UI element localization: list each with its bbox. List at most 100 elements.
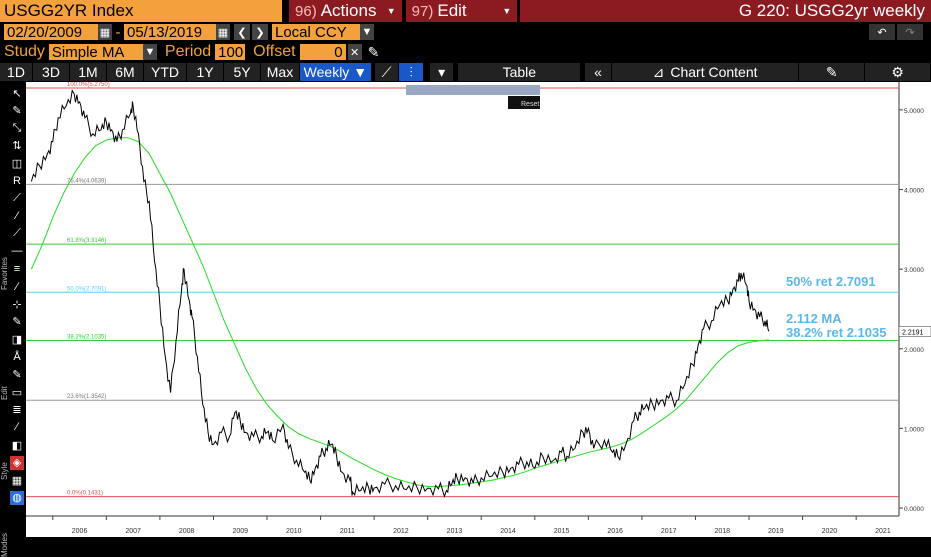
diag-icon[interactable]: ∕ [16,421,18,434]
reset-button[interactable] [508,96,540,109]
grid-icon[interactable]: ▦ [11,474,23,487]
last-value-box [898,326,931,337]
edit-menu[interactable]: 97) Edit ▼ [405,0,518,22]
annotation-382-ret: 38.2% ret 2.1035 [786,325,887,340]
y-tick-label: 1.0000 [904,426,924,433]
prev-arrow-icon[interactable]: ❮ [234,24,250,40]
x-tick-label: 2014 [500,528,516,535]
collapse-icon[interactable]: « [585,63,611,81]
frequency-text: Weekly [303,64,350,80]
ticker-field[interactable]: USGG2YR Index [0,0,283,22]
annotation-ma: 2.112 MA [786,311,842,326]
chevron-down-icon[interactable]: ▼ [142,44,157,60]
period-button-6m[interactable]: 6M [107,63,143,81]
mini-toolbar: Reset [406,85,540,109]
chart-content-label: Chart Content [670,64,758,80]
chevron-down-icon[interactable]: ▾ [429,63,454,81]
rect-icon[interactable]: ▭ [11,386,23,399]
x-tick-label: 2011 [340,528,355,535]
line-chart-icon[interactable]: ⟋ [374,63,399,81]
shade-icon[interactable]: ◧ [11,439,23,452]
box-icon[interactable]: ◫ [11,157,23,170]
chevron-down-icon[interactable]: ▼ [360,24,374,40]
actions-label: Actions [320,1,377,20]
period-label: Period [164,43,212,60]
y-axis-panel [899,82,931,537]
y-tick-label: 0.0000 [904,506,924,513]
pen-icon[interactable]: ✎ [12,105,22,118]
slash-icon[interactable]: ∕ [16,280,18,293]
currency-select[interactable]: Local CCY [272,24,360,41]
study-select[interactable]: Simple MA [48,44,143,61]
calendar-icon[interactable]: ▦ [98,24,112,40]
side-label-style: Style [0,462,9,480]
x-tick-label: 2018 [714,528,730,535]
fib-level-label: 23.6%(1.3542) [67,394,106,400]
period-button-ytd[interactable]: YTD [144,63,186,81]
period-toolbar: 1D 3D 1M 6M YTD 1Y 5Y Max Weekly ▼ ⟋ ⫶ ▾ Table … [0,62,931,82]
price-chart[interactable]: 2006 2007 2008 2009 2010 2011 2012 2013 2014 2015… [0,82,931,537]
line-icon[interactable]: ∕ [16,210,18,223]
lines-icon[interactable]: ≣ [12,404,22,417]
resize-icon[interactable]: ⤡ [12,121,22,134]
ray-icon[interactable]: ⟋ [13,227,21,240]
reset-label: Reset [521,101,539,108]
trend-icon[interactable]: ⟋ [13,192,21,205]
chart-content-button[interactable]: ⊿ Chart Content [611,63,799,81]
period-button-5y[interactable]: 5Y [224,63,260,81]
plot-background [26,82,899,516]
drawing-toolbar: ↖ ✎ ⤡ ⇅ ◫ R ⟋ ∕ ⟋ — ≡ ∕ ⊹ ✎ ◨ Å ✎ ▭ ≣ ∕ ◧ ◈ ▦ ◍ Favorites Edit Sty… [0,82,26,557]
diamond-icon[interactable]: ◈ [10,455,24,470]
cursor-icon[interactable]: ↖ [12,87,22,100]
draw-icon[interactable]: ✎ [12,316,22,329]
x-tick-label: 2016 [607,528,623,535]
frequency-select[interactable]: Weekly ▼ [300,63,371,81]
hline-icon[interactable]: — [11,245,23,258]
offset-input[interactable]: 0 [299,44,346,61]
x-axis-ticks: 2006 2007 2008 2009 2010 2011 2012 2013 2014 2015… [52,516,891,535]
table-label: Table [502,64,537,80]
channel-icon[interactable]: ≡ [13,263,21,275]
period-value: 100 [218,43,244,61]
circle-icon[interactable]: ◍ [10,490,24,505]
fib-level-label: 100.0%(5.2750) [67,82,110,88]
y-axis-ticks: 0.0000 1.0000 2.0000 3.0000 4.0000 5.0000 [899,108,924,513]
end-date-input[interactable]: 05/13/2019 [124,23,216,41]
annotate-icon[interactable]: ✎ [799,63,865,81]
period-button-1d[interactable]: 1D [0,63,32,81]
chart-content-icon: ⊿ [652,63,665,80]
period-button-3d[interactable]: 3D [33,63,69,81]
annotation-50-ret: 50% ret 2.7091 [786,274,876,289]
arrows-icon[interactable]: ⇅ [12,140,22,153]
fill-icon[interactable]: ◨ [11,333,23,346]
period-button-1y[interactable]: 1Y [187,63,223,81]
next-arrow-icon[interactable]: ❯ [252,24,268,40]
undo-icon[interactable]: ↶ [869,24,895,40]
end-date-text: 05/13/2019 [127,23,203,41]
period-button-1m[interactable]: 1M [70,63,106,81]
date-range-bar: 02/20/2009 ▦ - 05/13/2019 ▦ ❮ ❯ Local CC… [0,22,931,42]
close-icon[interactable]: ✕ [347,44,362,60]
table-button[interactable]: Table [458,63,581,81]
redo-icon[interactable]: ↷ [897,24,923,40]
x-tick-label: 2010 [286,528,302,535]
pencil-icon[interactable]: ✎ [367,43,380,60]
ticker-text: USGG2YR Index [4,1,134,20]
period-input[interactable]: 100 [215,43,246,61]
study-bar: Study Simple MA ▼ Period 100 Offset 0 ✕ … [0,42,931,62]
calendar-icon[interactable]: ▦ [216,24,230,40]
x-tick-label: 2009 [232,528,248,535]
actions-num: 96) [295,2,317,20]
start-date-input[interactable]: 02/20/2009 [4,24,98,41]
period-button-max[interactable]: Max [261,63,299,81]
gear-icon[interactable]: ⚙ [865,63,931,81]
bar-chart-icon[interactable]: ⫶ [399,63,423,81]
edit-icon[interactable]: ✎ [12,369,22,382]
actions-menu[interactable]: 96) Actions ▼ [289,0,402,22]
edit-dropdown-icon: ▼ [502,6,512,16]
y-tick-label: 3.0000 [904,267,924,274]
r-icon[interactable]: R [13,175,21,187]
text-icon[interactable]: Å [13,351,21,363]
x-tick-label: 2020 [822,528,838,535]
crosshair-icon[interactable]: ⊹ [12,298,22,311]
